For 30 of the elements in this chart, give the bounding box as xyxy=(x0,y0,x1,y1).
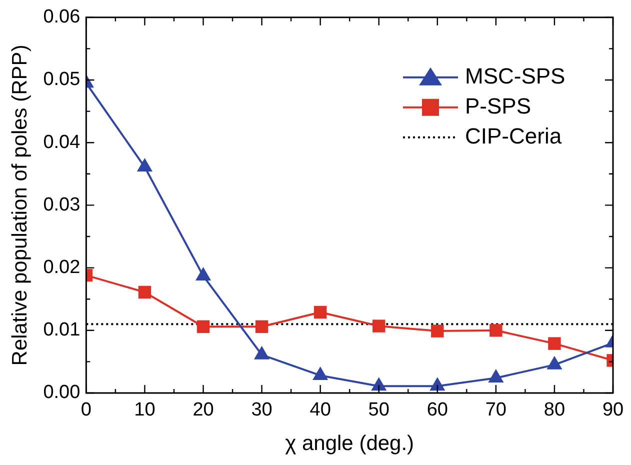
point xyxy=(490,324,502,337)
point xyxy=(431,324,444,338)
x-tick-label: 30 xyxy=(251,400,272,421)
x-tick-label: 70 xyxy=(485,400,506,421)
x-tick-label: 50 xyxy=(368,400,390,421)
x-tick-label: 0 xyxy=(80,400,92,421)
x-tick-label: 40 xyxy=(310,400,331,421)
point xyxy=(372,320,386,332)
legend-label: CIP-Ceria xyxy=(465,123,562,148)
point xyxy=(138,286,152,299)
y-tick-label: 0.03 xyxy=(43,194,80,216)
x-tick-label: 10 xyxy=(134,400,156,421)
x-tick-label: 60 xyxy=(426,400,448,421)
y-tick-label: 0.04 xyxy=(43,132,81,153)
x-tick-label: 80 xyxy=(544,400,566,421)
y-tick-label: 0.00 xyxy=(43,382,80,404)
y-tick-label: 0.05 xyxy=(43,69,80,90)
point xyxy=(196,320,210,334)
y-axis-title: Relative population of poles (RPP) xyxy=(8,44,32,366)
y-tick-label: 0.06 xyxy=(43,6,80,28)
point xyxy=(314,306,327,319)
legend-label: P-SPS xyxy=(465,93,532,118)
x-tick-label: 20 xyxy=(192,400,214,421)
legend-label: MSC-SPS xyxy=(465,63,566,88)
x-tick-label: 90 xyxy=(602,400,624,421)
point xyxy=(255,320,268,334)
x-axis-title: χ angle (deg.) xyxy=(285,432,414,456)
y-tick-label: 0.01 xyxy=(43,320,80,341)
y-tick-label: 0.02 xyxy=(43,257,80,278)
point xyxy=(548,337,561,350)
